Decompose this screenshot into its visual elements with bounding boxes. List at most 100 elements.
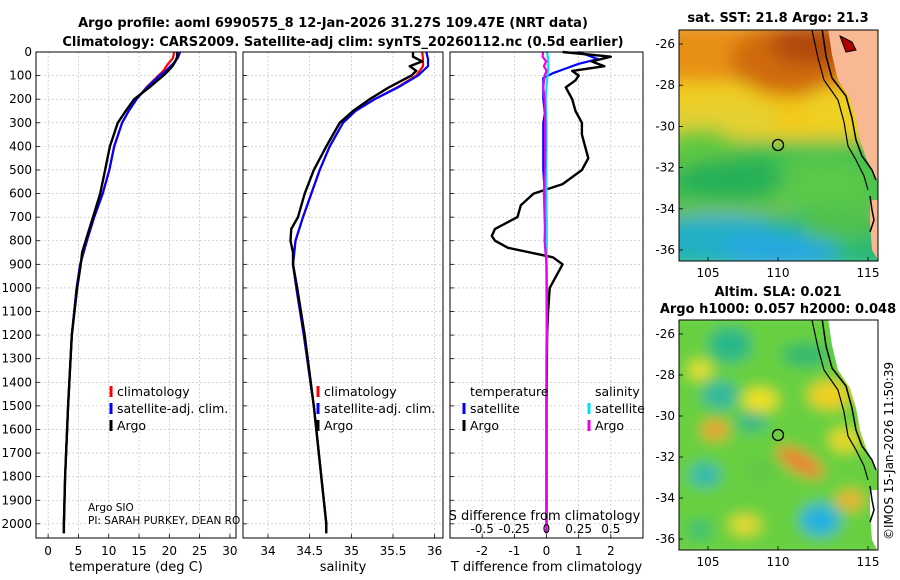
sla-map-ytick-label-36: -36 (655, 532, 675, 546)
difference-xtick-label-1: -1 (508, 544, 520, 558)
sst-map-ytick-label-36: -36 (655, 243, 675, 257)
diff-legend-title-temperature: temperature (470, 384, 549, 399)
depth-tick-label-1000: 1000 (1, 281, 32, 295)
sst-map-ytick-label-28: -28 (655, 78, 675, 92)
sst-map-ytick-label-30: -30 (655, 119, 675, 133)
sst-map-ytick-label-26: -26 (655, 37, 675, 51)
sst-map-xtick-label-115: 115 (857, 266, 880, 280)
sla-map-ytick-label-26: -26 (655, 327, 675, 341)
sst-land (828, 30, 878, 182)
salinity-legend-label-climatology: climatology (324, 384, 397, 399)
sst-coastline (821, 30, 877, 181)
depth-tick-label-1200: 1200 (1, 328, 32, 342)
depth-tick-label-500: 500 (9, 163, 32, 177)
salinity-xtick-label-34: 34 (260, 544, 275, 558)
difference-panel: -2 -1 0 1 2 T difference from climatology -0.5… (449, 50, 645, 575)
salinity-series-argo (289, 52, 424, 534)
depth-tick-label-900: 900 (9, 257, 32, 271)
sst-map-xtick-label-105: 105 (697, 266, 720, 280)
temperature-legend-label-argo: Argo (117, 418, 146, 433)
sla-argo-location-marker (771, 428, 785, 442)
sla-map-subtitle: Argo h1000: 0.057 h2000: 0.048 (660, 302, 896, 317)
sst-map-ytick-label-32: -32 (655, 161, 675, 175)
temperature-legend-label-satellite-adj-clim: satellite-adj. clim. (117, 401, 228, 416)
difference-xtick-label-2: -2 (476, 544, 488, 558)
sst-argo-location-marker (771, 138, 785, 152)
temperature-series-argo (62, 52, 179, 534)
diff-legend-title-salinity: salinity (595, 384, 640, 399)
temperature-xtick-label-20: 20 (162, 544, 177, 558)
sdiff-tick-label-0-5: 0.5 (601, 522, 620, 536)
temperature-xtick-label-5: 5 (75, 544, 83, 558)
temperature-xlabel: temperature (deg C) (69, 560, 203, 575)
depth-tick-label-400: 400 (9, 139, 32, 153)
sst-map-title: sat. SST: 21.8 Argo: 21.3 (687, 11, 868, 26)
diff-legend-label-t-satellite: satellite (470, 401, 520, 416)
depth-tick-label-200: 200 (9, 92, 32, 106)
depth-tick-label-300: 300 (9, 116, 32, 130)
sla-map-xtick-label-110: 110 (767, 555, 790, 569)
sdiff-tick-label-0-25: 0.25 (565, 522, 592, 536)
sst-map-ytick-label-34: -34 (655, 202, 675, 216)
depth-tick-label-700: 700 (9, 210, 32, 224)
depth-tick-label-1700: 1700 (1, 446, 32, 460)
sst-map: 105 110 115 -26 -28 -30 -32 -34 -36 (655, 29, 880, 280)
difference-series-argo-t-diff (490, 50, 612, 534)
sdiff-axis-label: S difference from climatology (449, 509, 641, 524)
sla-map-ytick-label-28: -28 (655, 368, 675, 382)
sla-land (828, 320, 878, 472)
depth-tick-label-0: 0 (24, 45, 32, 59)
figure-title-line1: Argo profile: aoml 6990575_8 12-Jan-2026… (78, 16, 588, 31)
sla-map-xtick-label-105: 105 (697, 555, 720, 569)
sla-map-ytick-label-32: -32 (655, 450, 675, 464)
sdiff-tick-label-0-5: -0.5 (470, 522, 493, 536)
salinity-panel: 34 34.5 35 35.5 36 salinity climatology satelli… (242, 51, 444, 575)
salinity-xtick-label-35-5: 35.5 (380, 544, 407, 558)
sst-map-xtick-label-110: 110 (767, 266, 790, 280)
temperature-xtick-label-10: 10 (101, 544, 116, 558)
salinity-xlabel: salinity (320, 560, 367, 575)
salinity-plot-area (243, 52, 443, 538)
sla-coastline (821, 320, 877, 471)
difference-xtick-label-2: 2 (607, 544, 615, 558)
depth-tick-label-1100: 1100 (1, 305, 32, 319)
salinity-xtick-label-36: 36 (427, 544, 442, 558)
figure-title-line2: Climatology: CARS2009. Satellite-adj cli… (62, 35, 623, 50)
sla-field (679, 320, 878, 550)
temperature-legend-label-climatology: climatology (117, 384, 190, 399)
temperature-xtick-label-30: 30 (222, 544, 237, 558)
salinity-frame (242, 51, 444, 539)
temperature-xtick-label-25: 25 (192, 544, 207, 558)
depth-tick-label-1400: 1400 (1, 375, 32, 389)
credit-line2: PI: SARAH PURKEY, DEAN RO (88, 515, 240, 527)
sla-map-ytick-label-34: -34 (655, 491, 675, 505)
depth-tick-label-1600: 1600 (1, 422, 32, 436)
temperature-xtick-label-0: 0 (44, 544, 52, 558)
credit-line1: Argo SIO (88, 502, 134, 514)
salinity-legend-label-argo: Argo (324, 418, 353, 433)
depth-tick-label-600: 600 (9, 187, 32, 201)
sdiff-tick-label-0: 0 (543, 522, 551, 536)
difference-series-argo-s-diff (541, 51, 549, 534)
sla-map-title: Altim. SLA: 0.021 (715, 285, 842, 300)
salinity-legend-label-satellite-adj-clim: satellite-adj. clim. (324, 401, 435, 416)
sla-map-xtick-label-115: 115 (857, 555, 880, 569)
sla-map-ytick-label-30: -30 (655, 409, 675, 423)
sla-map: 105 110 115 -26 -28 -30 -32 -34 -36 (655, 319, 880, 569)
depth-tick-label-100: 100 (9, 69, 32, 83)
salinity-xtick-label-34-5: 34.5 (296, 544, 323, 558)
depth-tick-label-1300: 1300 (1, 352, 32, 366)
temperature-panel: 0100200300400500600700800900100011001200… (1, 45, 237, 575)
difference-xtick-label-0: 0 (543, 544, 551, 558)
difference-xtick-label-1: 1 (575, 544, 583, 558)
depth-tick-label-1500: 1500 (1, 399, 32, 413)
temperature-plot-area (36, 52, 236, 538)
depth-tick-label-2000: 2000 (1, 517, 32, 531)
temperature-xtick-label-15: 15 (131, 544, 146, 558)
diff-legend-label-s-argo: Argo (595, 418, 624, 433)
diff-legend-label-t-argo: Argo (470, 418, 499, 433)
depth-tick-label-1900: 1900 (1, 493, 32, 507)
depth-tick-label-1800: 1800 (1, 470, 32, 484)
temperature-frame (35, 51, 237, 539)
